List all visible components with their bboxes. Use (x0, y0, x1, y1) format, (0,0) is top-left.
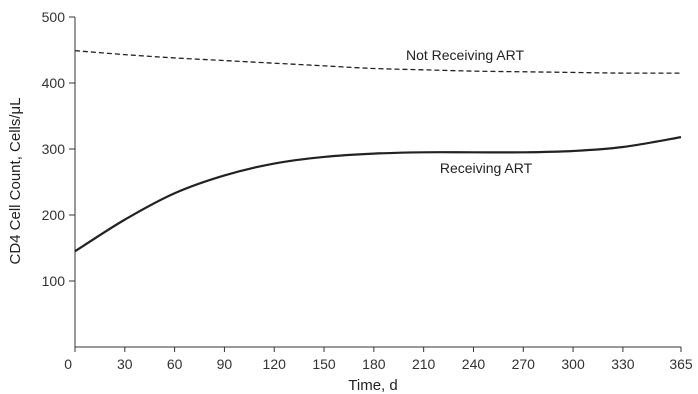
x-tick-label: 330 (611, 356, 635, 372)
x-tick-label: 180 (362, 356, 386, 372)
x-tick-label: 240 (462, 356, 486, 372)
series-labels: Not Receiving ART Receiving ART (406, 47, 533, 176)
series-line-not-receiving-art (74, 50, 682, 74)
y-tick-label: 100 (42, 273, 66, 289)
x-tick-label: 60 (167, 356, 183, 372)
series-label-receiving-art: Receiving ART (440, 160, 533, 176)
x-ticks: 0 30 60 90 120 150 180 210 240 270 300 330 365 (64, 347, 693, 372)
x-tick-label: 120 (263, 356, 287, 372)
x-tick-label: 270 (512, 356, 536, 372)
x-tick-label: 150 (312, 356, 336, 372)
y-tick-label: 400 (42, 75, 66, 91)
series-label-not-receiving-art: Not Receiving ART (406, 47, 524, 63)
x-tick-label: 300 (561, 356, 585, 372)
series-lines (74, 50, 682, 253)
y-ticks: 100 200 300 400 500 (42, 9, 75, 289)
y-tick-label: 200 (42, 207, 66, 223)
x-tick-label: 30 (117, 356, 133, 372)
x-axis-title: Time, d (348, 377, 397, 394)
y-tick-label: 500 (42, 9, 66, 25)
axes (74, 17, 681, 348)
y-axis-title: CD4 Cell Count, Cells/μL (7, 97, 24, 264)
x-tick-label: 0 (64, 356, 72, 372)
x-tick-label: 210 (412, 356, 436, 372)
y-tick-label: 300 (42, 141, 66, 157)
x-tick-label: 90 (217, 356, 233, 372)
series-line-receiving-art (74, 136, 682, 253)
x-tick-label: 365 (669, 356, 693, 372)
